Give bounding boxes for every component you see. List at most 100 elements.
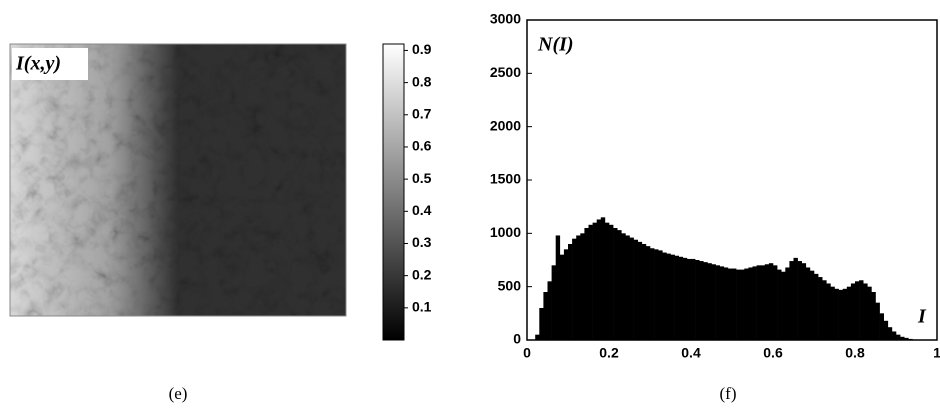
bar [838,289,843,340]
bar [900,336,905,340]
bar [879,313,884,340]
bar [555,235,561,340]
bar [773,265,778,340]
bar [830,286,835,340]
bar [883,320,889,340]
bar [764,264,770,340]
bar [748,267,753,340]
colorbar-tick-label: 0.2 [412,266,432,282]
bar [551,265,556,340]
bar [740,269,745,340]
bar [596,219,602,340]
image [10,44,346,316]
bar [695,260,700,340]
bar [805,267,811,340]
bar [609,224,614,340]
bar [535,334,540,340]
bar [604,222,610,340]
bar [756,265,761,340]
bar [588,224,593,340]
bar [732,268,737,340]
x-axis-label: I [917,306,927,328]
bar [744,268,749,340]
x-tick-label: 0.4 [681,345,701,361]
bar [703,262,708,340]
bar [871,292,876,340]
bar [543,292,548,340]
x-tick-label: 0.2 [599,345,619,361]
bar [654,249,659,340]
x-tick-label: 1 [933,345,940,361]
bar [826,283,831,340]
colorbar-tick-label: 0.5 [412,170,432,186]
bar [539,308,544,340]
bar [887,327,893,340]
bar [768,263,774,340]
bar [580,233,585,340]
bar [682,257,688,340]
bar [850,283,856,340]
colorbar-tick-label: 0.3 [412,234,432,250]
bar [674,255,679,340]
bar [801,263,807,340]
bar [625,235,630,340]
bar [727,268,733,340]
bar [584,228,589,340]
bar [621,233,626,340]
y-tick-label: 2500 [490,64,521,80]
bar [547,281,552,340]
bar [785,267,790,340]
bar [818,277,823,340]
colorbar-tick-label: 0.4 [412,202,432,218]
bar [842,288,848,340]
bar [723,267,729,340]
bar [797,261,802,340]
bar [855,281,860,340]
y-tick-label: 1000 [490,224,521,240]
y-tick-label: 0 [513,331,521,347]
bar [572,238,577,340]
bar [629,237,634,340]
bar [637,241,643,340]
caption: (e) [169,384,188,403]
x-tick-label: 0 [523,345,531,361]
image-title: I(x,y) [15,53,61,75]
bar [777,269,782,340]
bar [814,273,819,340]
bar [633,239,638,340]
bar [666,253,671,340]
bar [904,337,909,340]
bar [822,280,827,340]
y-tick-label: 1500 [490,171,521,187]
bar [576,235,581,340]
x-tick-label: 0.6 [763,345,783,361]
bar [752,266,757,340]
bar [662,252,667,340]
bar [891,331,897,340]
y-tick-label: 3000 [490,11,521,27]
bar [658,250,663,340]
image-frame [9,43,347,317]
bar [781,271,786,340]
hist-title: N(I) [537,34,574,56]
colorbar-tick-label: 0.6 [412,138,432,154]
bar [641,244,647,340]
bar [863,283,868,340]
bar [707,263,712,340]
bar [715,265,720,340]
bar [867,286,872,340]
y-tick-label: 2000 [490,117,521,133]
bar [859,280,864,340]
bar [809,270,815,340]
bar [645,246,651,340]
label-box [12,48,88,80]
bar [563,249,569,340]
colorbar-tick-label: 0.7 [412,105,432,121]
bar [789,261,794,340]
bar [896,334,901,340]
bar [736,269,741,340]
bar [592,222,597,340]
bar [568,244,573,340]
bar [686,258,692,340]
